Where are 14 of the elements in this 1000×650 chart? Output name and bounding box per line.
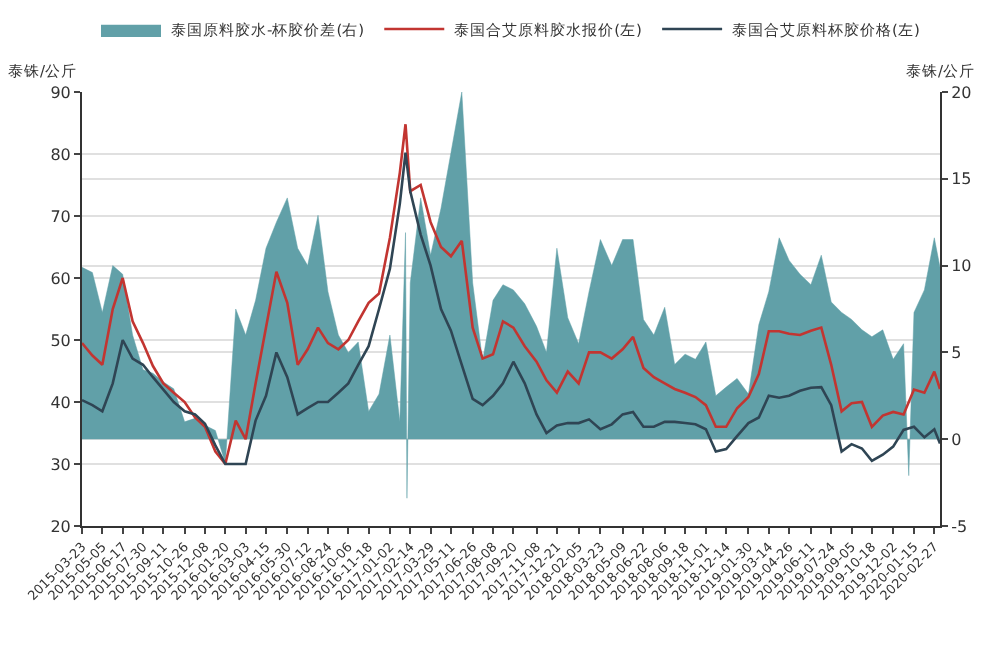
y2-tick-label: 5 xyxy=(951,344,962,362)
y-tick-label: 40 xyxy=(50,393,71,412)
y2-tick-label: 15 xyxy=(951,170,972,189)
y-tick-label: 90 xyxy=(50,83,71,102)
y2-tick-label: 0 xyxy=(951,430,962,449)
y-tick-label: 30 xyxy=(50,455,71,474)
y-tick-label: 60 xyxy=(50,269,71,288)
y-tick-label: 50 xyxy=(50,331,71,350)
y2-tick-label: 10 xyxy=(951,257,972,276)
y2-tick-label: -5 xyxy=(951,517,968,536)
y-tick-label: 20 xyxy=(50,517,71,536)
y-tick-label: 70 xyxy=(50,207,71,226)
y2-tick-label: 20 xyxy=(951,83,972,102)
y-tick-label: 80 xyxy=(50,145,71,164)
